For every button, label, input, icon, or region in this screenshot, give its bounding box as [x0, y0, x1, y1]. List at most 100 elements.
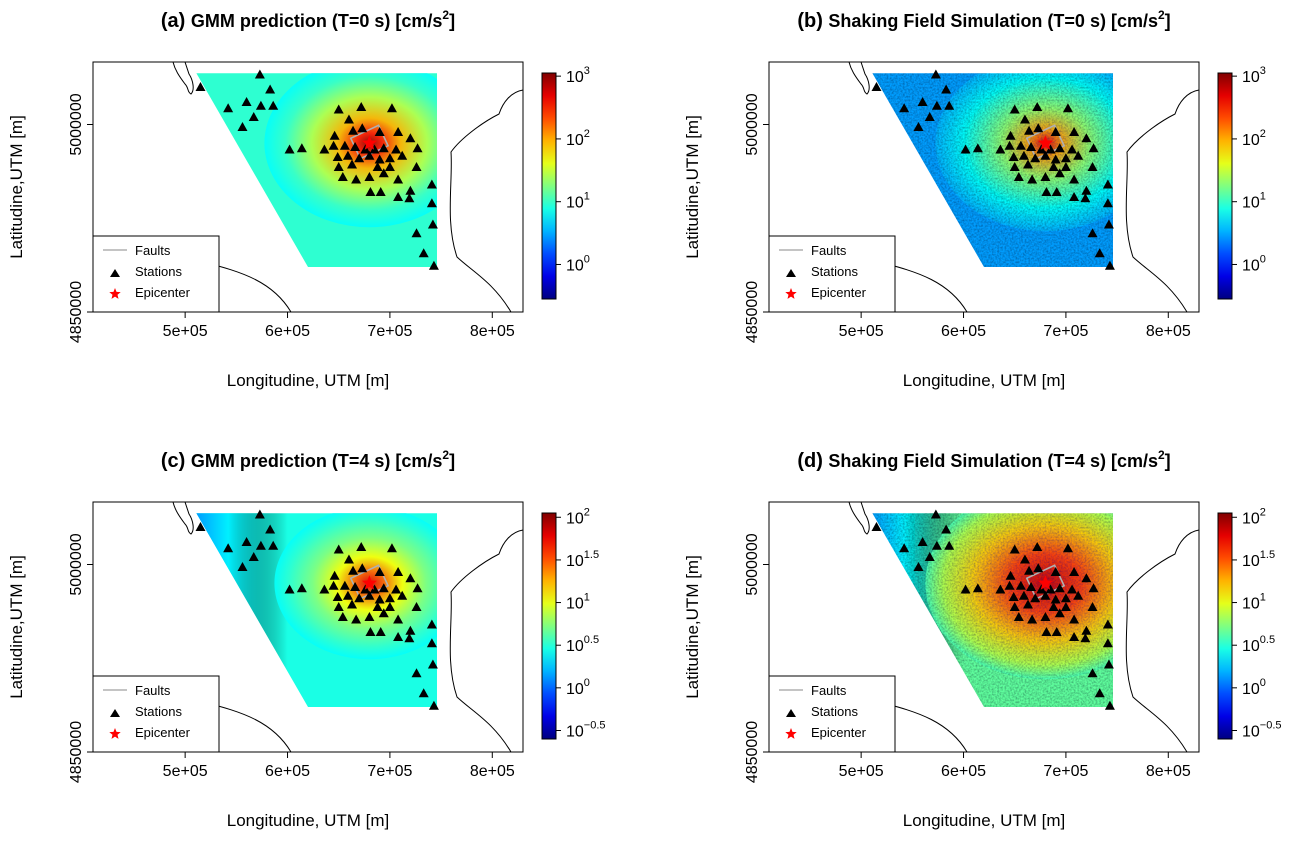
title-text: Shaking Field Simulation (T=0 s) [cm/s: [828, 11, 1158, 31]
title-superscript: 2: [1158, 8, 1165, 22]
station-marker: [1023, 159, 1034, 169]
colorbar-tick-base: 10: [1242, 681, 1260, 698]
station-marker: [378, 143, 389, 153]
station-marker: [418, 248, 429, 258]
station-marker: [1004, 580, 1015, 590]
y-tick-label: 5000000: [744, 93, 761, 155]
station-marker: [1087, 162, 1098, 171]
station-marker: [364, 172, 375, 181]
station-marker: [223, 543, 234, 553]
station-marker: [1048, 162, 1059, 171]
station-marker: [374, 154, 385, 164]
legend-label-faults: Faults: [135, 243, 171, 258]
colorbar-tick-base: 10: [1242, 510, 1260, 527]
station-marker: [1050, 154, 1061, 164]
stations: [871, 69, 1115, 270]
station-marker: [1067, 584, 1078, 594]
colorbar-tick-exponent: 2: [1260, 506, 1266, 518]
station-marker: [347, 599, 358, 609]
station-marker: [195, 522, 206, 531]
colorbar-tick-label: 101: [566, 592, 590, 613]
coast-east: [449, 89, 523, 312]
station-marker: [1103, 659, 1114, 669]
station-marker: [972, 143, 983, 153]
station-marker: [1005, 570, 1016, 580]
station-marker: [348, 125, 359, 135]
y-axis-label: Latitudine,UTM [m]: [683, 115, 702, 259]
legend-label-epicenter: Epicenter: [811, 285, 867, 300]
x-tick-label: 8e+05: [470, 763, 515, 780]
station-marker: [995, 584, 1006, 594]
station-marker: [384, 602, 395, 611]
station-marker: [1027, 614, 1038, 624]
x-tick-label: 6e+05: [265, 763, 310, 780]
colorbar-tick-exponent: 3: [1260, 65, 1266, 77]
colorbar-tick-label: 100.5: [1242, 634, 1275, 655]
station-marker: [1024, 125, 1035, 135]
station-marker: [1015, 580, 1026, 590]
station-marker: [427, 659, 438, 669]
station-marker: [284, 584, 295, 594]
station-marker: [960, 144, 971, 154]
station-marker: [1013, 172, 1024, 181]
station-marker: [195, 82, 206, 91]
station-marker: [930, 509, 941, 519]
legend-label-stations: Stations: [811, 264, 858, 279]
colorbar-tick-base: 10: [1242, 132, 1260, 149]
colorbar-tick-label: 101.5: [1242, 549, 1275, 570]
station-marker: [365, 187, 376, 196]
station-marker: [1027, 174, 1038, 184]
station-marker: [1050, 567, 1061, 576]
x-tick-label: 5e+05: [163, 763, 208, 780]
title-prefix: (c): [161, 450, 191, 472]
colorbar-tick-label: 100: [1242, 253, 1266, 274]
station-marker: [255, 540, 266, 550]
station-marker: [405, 133, 416, 143]
station-marker: [351, 174, 362, 184]
station-marker: [1069, 632, 1080, 641]
station-marker: [319, 144, 330, 154]
station-marker: [375, 187, 386, 196]
station-marker: [357, 563, 368, 573]
station-marker: [924, 552, 935, 561]
colorbar-tick-exponent: 3: [584, 65, 590, 77]
station-marker: [393, 174, 404, 184]
station-marker: [223, 103, 234, 113]
station-marker: [386, 103, 397, 113]
coast-east: [449, 529, 523, 752]
x-axis-label: Longitudine, UTM [m]: [227, 371, 390, 390]
station-marker: [337, 172, 348, 181]
colorbar-tick-label: 101: [1242, 191, 1266, 212]
station-marker: [931, 100, 942, 110]
station-marker: [1009, 544, 1020, 554]
legend: Faults Stations Epicenter: [92, 235, 220, 313]
colorbar-tick-exponent: 1: [1260, 191, 1266, 203]
station-marker: [1019, 554, 1030, 564]
y-tick-label: 4850000: [68, 281, 85, 343]
x-tick-label: 6e+05: [941, 323, 986, 340]
panel-title: (c) GMM prediction (T=4 s) [cm/s2]: [161, 448, 455, 472]
legend: Faults Stations Epicenter: [768, 235, 896, 313]
station-marker: [1069, 567, 1080, 576]
station-marker: [354, 153, 365, 163]
station-marker: [1102, 638, 1113, 648]
colorbar-tick-exponent: 2: [584, 128, 590, 140]
colorbar-tick-base: 10: [566, 69, 584, 86]
station-marker: [350, 582, 361, 591]
colorbar-tick-base: 10: [1242, 257, 1260, 274]
station-marker: [265, 524, 276, 534]
legend-station-swatch: [110, 269, 120, 277]
station-marker: [384, 593, 395, 603]
station-marker: [418, 688, 429, 698]
station-marker: [378, 608, 389, 618]
colorbar-tick-base: 10: [1242, 638, 1260, 655]
station-marker: [1040, 590, 1051, 600]
station-marker: [374, 567, 385, 576]
station-marker: [1069, 192, 1080, 201]
station-marker: [241, 97, 252, 106]
station-marker: [1004, 140, 1015, 150]
x-tick-label: 5e+05: [839, 763, 884, 780]
station-marker: [1102, 619, 1113, 629]
station-marker: [1019, 114, 1030, 124]
station-marker: [1080, 633, 1091, 643]
